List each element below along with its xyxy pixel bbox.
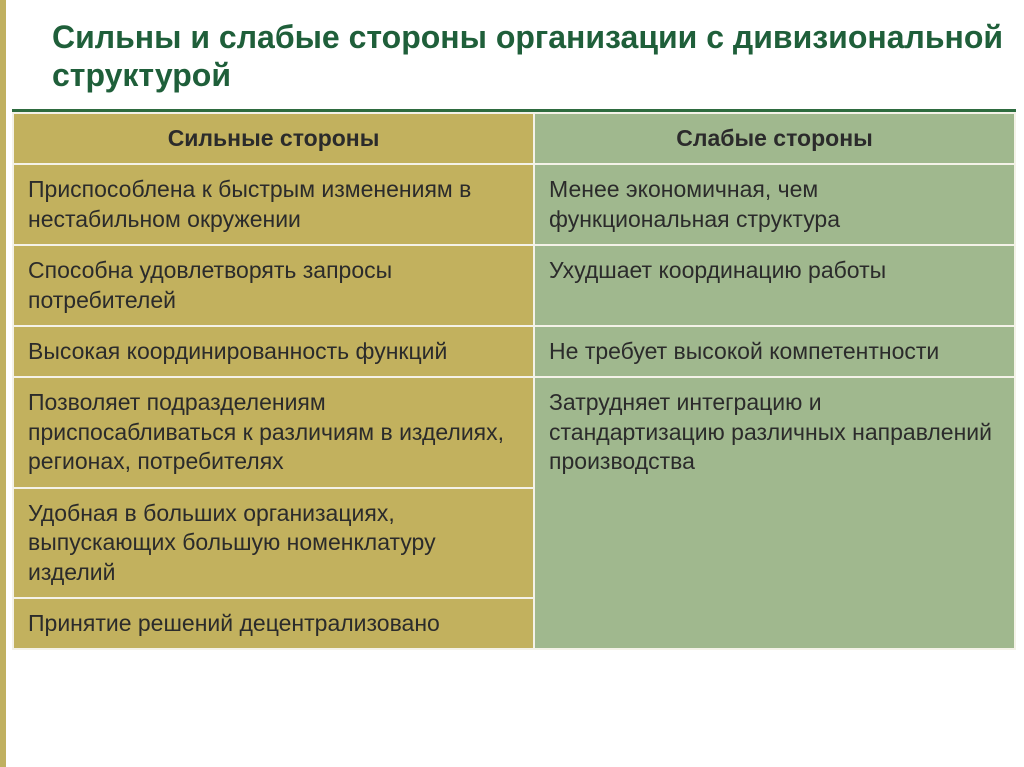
page-title: Сильны и слабые стороны организации с ди… [52,18,1008,95]
table-row: Позволяет подразделениям приспосабливать… [13,377,1015,487]
strong-cell: Приспособлена к быстрым изменениям в нес… [13,164,534,245]
header-weak: Слабые стороны [534,113,1015,164]
table-row: Высокая координированность функций Не тр… [13,326,1015,377]
strong-cell: Высокая координированность функций [13,326,534,377]
left-accent-bar [0,0,6,767]
strong-cell: Удобная в больших организациях, выпускаю… [13,488,534,598]
weak-cell: Затрудняет интеграцию и стандартизацию р… [534,377,1015,649]
weak-cell: Менее экономичная, чем функциональная ст… [534,164,1015,245]
strong-cell: Способна удовлетворять запросы потребите… [13,245,534,326]
weak-cell: Ухудшает координацию работы [534,245,1015,326]
table-row: Приспособлена к быстрым изменениям в нес… [13,164,1015,245]
weak-cell: Не требует высокой компетентности [534,326,1015,377]
table-row: Способна удовлетворять запросы потребите… [13,245,1015,326]
title-container: Сильны и слабые стороны организации с ди… [12,8,1016,112]
strong-cell: Позволяет подразделениям приспосабливать… [13,377,534,487]
header-strong: Сильные стороны [13,113,534,164]
strong-cell: Принятие решений децентрализовано [13,598,534,649]
comparison-table: Сильные стороны Слабые стороны Приспособ… [12,112,1016,651]
table-header-row: Сильные стороны Слабые стороны [13,113,1015,164]
